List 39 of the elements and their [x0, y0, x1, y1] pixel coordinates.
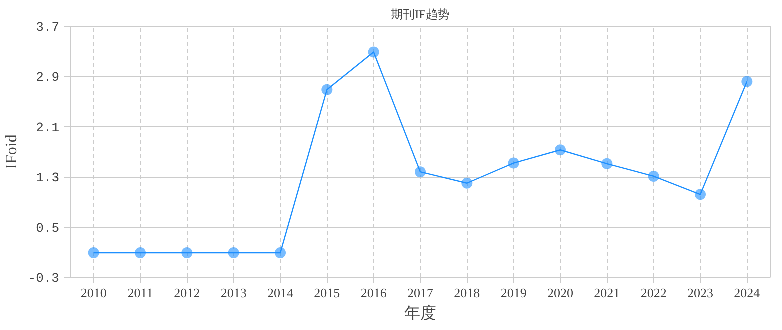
point	[462, 178, 473, 189]
point	[415, 166, 426, 178]
point	[228, 248, 240, 259]
y-tick-label: 2.1	[36, 120, 60, 136]
point	[742, 76, 753, 88]
x-tick-label: 2024	[734, 286, 761, 300]
y-tick-label: 2.9	[36, 70, 60, 86]
x-tick-label: 2021	[594, 286, 620, 300]
y-axis-title: IFoid	[3, 134, 20, 170]
x-tick-label: 2013	[220, 286, 247, 300]
x-tick-label: 2014	[268, 286, 294, 300]
x-tick-label: 2022	[640, 286, 667, 300]
point	[368, 46, 380, 58]
point	[182, 248, 193, 259]
x-tick-label: 2018	[454, 286, 480, 300]
y-tick-label: 0.5	[36, 220, 60, 236]
point	[275, 248, 286, 259]
point	[695, 189, 706, 200]
y-tick-label: 1.3	[36, 170, 60, 186]
chart-title: 期刊IF趋势	[391, 8, 450, 22]
point	[322, 84, 333, 96]
x-tick-label: 2019	[500, 286, 527, 300]
point	[88, 248, 100, 259]
x-tick-label: 2011	[128, 286, 154, 300]
x-tick-label: 2016	[360, 286, 388, 300]
point	[555, 144, 566, 156]
x-tick-label: 2020	[548, 286, 574, 300]
x-tick-label: 2023	[688, 286, 714, 300]
point	[508, 158, 520, 169]
x-tick-label: 2012	[174, 286, 200, 300]
y-tick-label: 3.7	[36, 20, 60, 35]
x-tick-label: 2015	[314, 286, 340, 300]
point	[135, 248, 146, 259]
point	[602, 158, 613, 170]
x-tick-label: 2017	[408, 286, 434, 300]
y-tick-label: -0.3	[28, 271, 60, 286]
x-axis-title: 年度	[404, 304, 436, 322]
x-tick-label: 2010	[80, 286, 107, 300]
point	[648, 170, 660, 182]
